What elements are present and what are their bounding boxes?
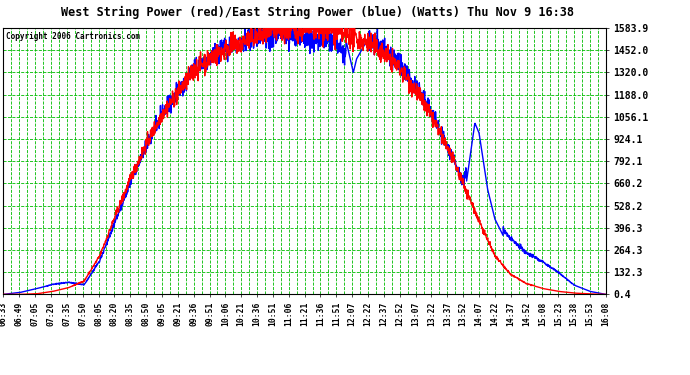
Text: West String Power (red)/East String Power (blue) (Watts) Thu Nov 9 16:38: West String Power (red)/East String Powe… [61,6,574,19]
Text: Copyright 2006 Cartronics.com: Copyright 2006 Cartronics.com [6,32,141,41]
